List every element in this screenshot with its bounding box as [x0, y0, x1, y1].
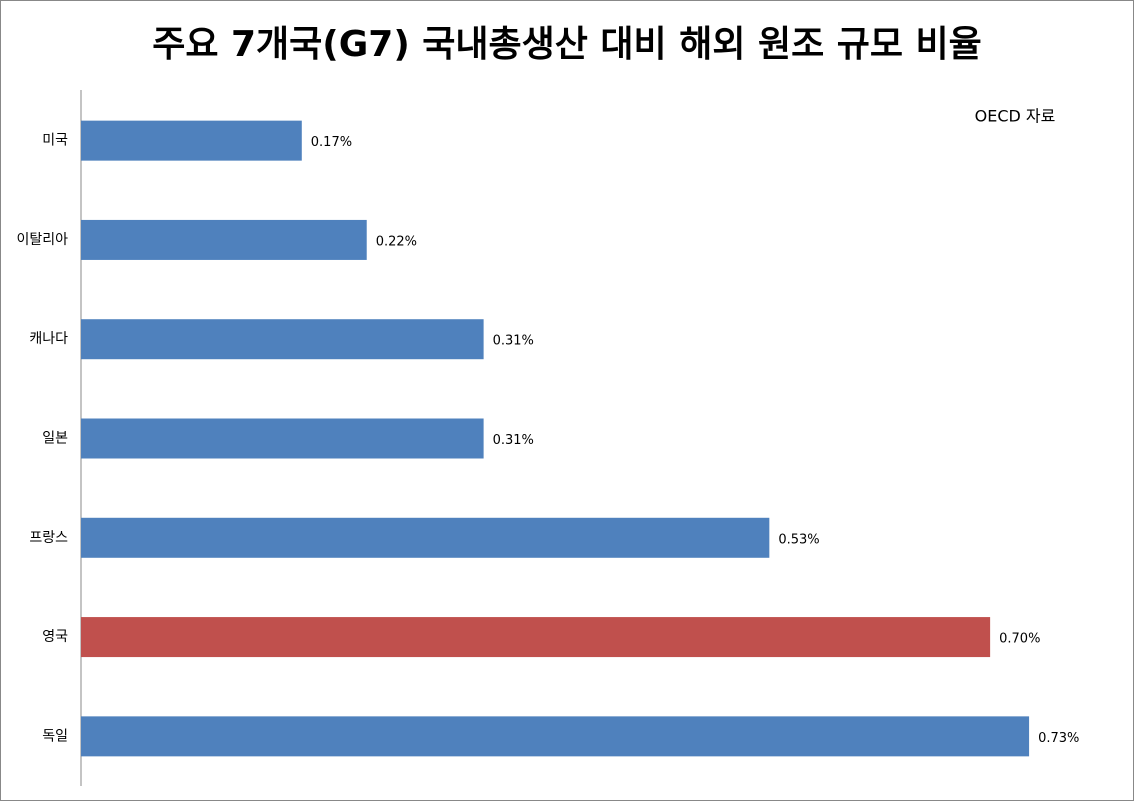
- bar: [81, 418, 484, 459]
- bar: [81, 219, 367, 260]
- y-tick-label: 이탈리아: [16, 232, 68, 248]
- y-tick-label: 영국: [42, 629, 68, 645]
- value-label: 0.73%: [1038, 731, 1079, 746]
- annotation: OECD 자료: [975, 107, 1056, 126]
- value-label: 0.31%: [493, 334, 534, 349]
- bar: [81, 517, 770, 558]
- y-tick-label: 독일: [42, 728, 68, 744]
- y-tick-label: 미국: [42, 133, 68, 149]
- value-label: 0.53%: [778, 532, 819, 547]
- value-label: 0.70%: [999, 632, 1040, 647]
- bar: [81, 617, 991, 658]
- bar: [81, 716, 1030, 757]
- value-label: 0.22%: [376, 234, 417, 249]
- value-label: 0.31%: [493, 433, 534, 448]
- value-label: 0.17%: [311, 135, 352, 150]
- y-tick-label: 캐나다: [29, 331, 68, 347]
- bar: [81, 319, 484, 360]
- bar: [81, 120, 302, 161]
- y-tick-label: 프랑스: [29, 530, 68, 546]
- y-tick-label: 일본: [42, 431, 68, 447]
- chart-title: 주요 7개국(G7) 국내총생산 대비 해외 원조 규모 비율: [152, 24, 982, 65]
